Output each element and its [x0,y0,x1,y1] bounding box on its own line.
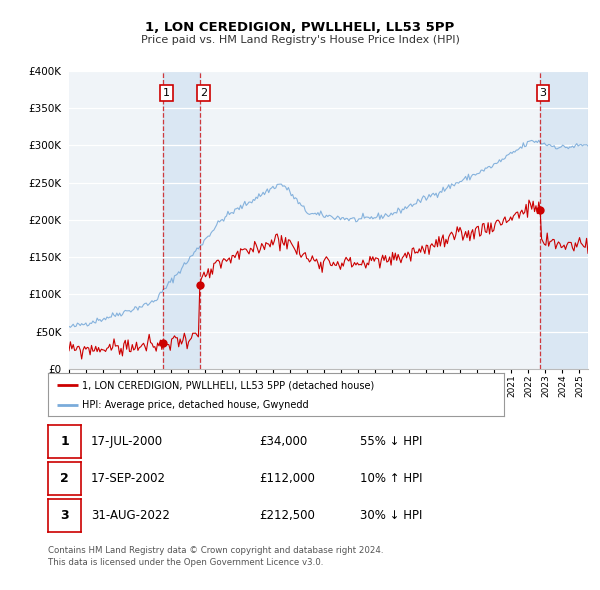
Text: 1: 1 [163,88,170,98]
Text: Price paid vs. HM Land Registry's House Price Index (HPI): Price paid vs. HM Land Registry's House … [140,35,460,45]
Text: 2: 2 [60,472,69,485]
Text: Contains HM Land Registry data © Crown copyright and database right 2024.
This d: Contains HM Land Registry data © Crown c… [48,546,383,567]
Text: 1, LON CEREDIGION, PWLLHELI, LL53 5PP (detached house): 1, LON CEREDIGION, PWLLHELI, LL53 5PP (d… [82,381,374,391]
Text: 3: 3 [539,88,547,98]
Text: 10% ↑ HPI: 10% ↑ HPI [361,472,423,485]
Text: 1, LON CEREDIGION, PWLLHELI, LL53 5PP: 1, LON CEREDIGION, PWLLHELI, LL53 5PP [145,21,455,34]
Text: 3: 3 [60,509,69,522]
Text: 17-SEP-2002: 17-SEP-2002 [91,472,166,485]
Text: 1: 1 [60,435,69,448]
Text: 31-AUG-2022: 31-AUG-2022 [91,509,170,522]
Text: £212,500: £212,500 [260,509,316,522]
Text: 55% ↓ HPI: 55% ↓ HPI [361,435,423,448]
Text: £112,000: £112,000 [260,472,316,485]
Text: 2: 2 [200,88,207,98]
Text: £34,000: £34,000 [260,435,308,448]
Text: 17-JUL-2000: 17-JUL-2000 [91,435,163,448]
Text: HPI: Average price, detached house, Gwynedd: HPI: Average price, detached house, Gwyn… [82,401,309,410]
Bar [163,71,200,369]
Text: 30% ↓ HPI: 30% ↓ HPI [361,509,423,522]
Bar [539,71,588,369]
